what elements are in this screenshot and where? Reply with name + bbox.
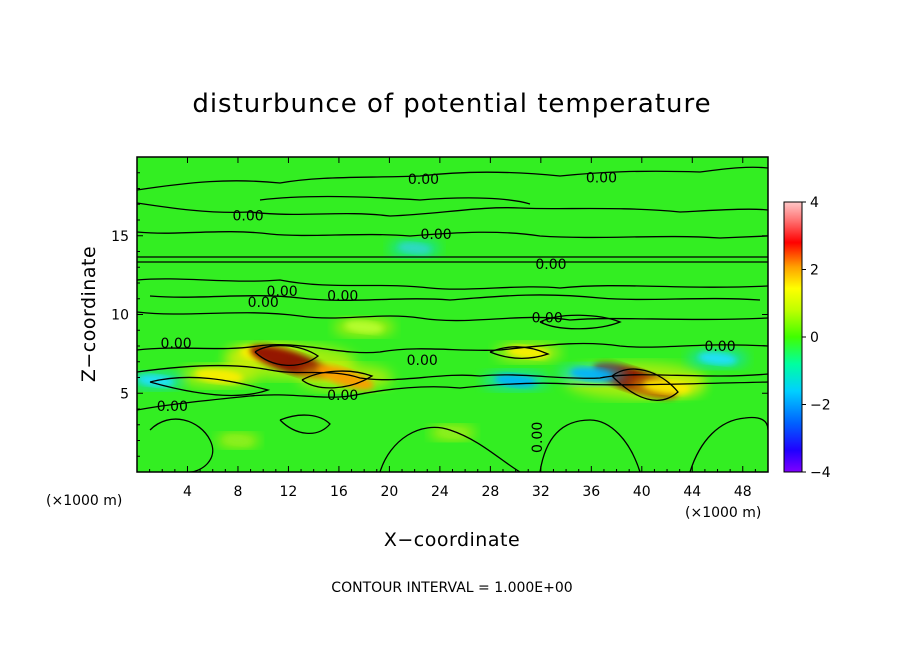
contour-line: [539, 419, 641, 472]
contour-line: [279, 414, 331, 434]
colorbar-tick-label: −2: [810, 398, 831, 414]
contour-line: [137, 166, 768, 191]
anomaly-mark: [224, 435, 252, 446]
contour-line: [137, 231, 768, 239]
colorbar-tick-label: −4: [810, 465, 831, 481]
x-unit-label-right: (×1000 m): [685, 505, 761, 521]
contour-line: [611, 368, 679, 401]
x-tick-label: 12: [280, 484, 298, 500]
contour-label: 0.00: [421, 227, 452, 243]
contour-line: [149, 376, 271, 397]
anomaly-mark: [345, 320, 384, 334]
colorbar-gradient: [783, 201, 803, 473]
contour-label: 0.00: [157, 399, 188, 415]
anomaly-mark: [438, 427, 467, 438]
x-unit-label-left: (×1000 m): [46, 493, 122, 509]
contour-line: [149, 294, 761, 301]
y-tick-label: 15: [111, 229, 129, 245]
x-axis: 4 8 12 16 20 24 28 32 36 40 44 48: [149, 157, 756, 500]
contour-line: [539, 314, 622, 330]
contour-line: [301, 370, 374, 389]
contour-interval-note: CONTOUR INTERVAL = 1.000E+00: [331, 580, 572, 596]
colorbar-ticks: 4 2 0 −2 −4: [802, 195, 831, 481]
contour-line: [254, 344, 320, 367]
chart-title: disturbunce of potential temperature: [192, 89, 711, 119]
contour-line: [259, 195, 531, 205]
contour-label: 0.00: [267, 284, 298, 300]
anomaly-mark: [643, 379, 691, 395]
contour-label: 0.00: [586, 170, 617, 186]
y-tick-label: 10: [111, 308, 129, 324]
contour-label: 0.00: [532, 311, 563, 327]
contour-line: [137, 342, 768, 354]
plot-background: [137, 157, 768, 472]
x-tick-label: 44: [683, 484, 701, 500]
x-axis-label: X−coordinate: [384, 529, 520, 551]
contour-label: 0.00: [327, 289, 358, 305]
colorbar-tick-label: 4: [810, 195, 819, 211]
x-tick-label: 4: [183, 484, 192, 500]
contour-label: 0.00: [248, 295, 279, 311]
contour-label: 0.00: [408, 172, 439, 188]
contour-label: 0.00: [327, 388, 358, 404]
contour-label-layer: 0.00 0.000.000.000.000.000.00 0.000.000.00…: [157, 170, 736, 452]
anomaly-mark: [194, 368, 244, 384]
contour-line: [149, 418, 214, 472]
x-tick-label: 48: [734, 484, 752, 500]
colorbar-tick-label: 0: [810, 330, 819, 346]
contour-line: [137, 311, 768, 322]
y-tick-label: 5: [120, 386, 129, 402]
x-tick-label: 28: [481, 484, 499, 500]
contour-line: [137, 202, 768, 217]
anomaly-mark: [398, 242, 431, 254]
x-tick-label: 24: [431, 484, 449, 500]
contour-label: 0.00: [704, 339, 735, 355]
contour-line: [137, 278, 768, 290]
anomaly-mark: [698, 352, 737, 365]
contour-label: 0.00: [161, 336, 192, 352]
y-axis: 5 10 15: [111, 172, 768, 457]
x-tick-label: 32: [532, 484, 550, 500]
x-tick-label: 40: [633, 484, 651, 500]
colorbar: 4 2 0 −2 −4: [783, 195, 831, 481]
y-axis-label: Z−coordinate: [78, 246, 100, 382]
plot-area: 0.00 0.000.000.000.000.000.00 0.000.000.00…: [136, 156, 769, 473]
colorbar-tick-label: 2: [810, 263, 819, 279]
x-tick-label: 16: [330, 484, 348, 500]
contour-line: [379, 426, 521, 472]
anomaly-layer: [137, 239, 748, 449]
contour-line: [137, 364, 768, 381]
contour-label: 0.00: [530, 422, 546, 453]
contour-line: [137, 381, 768, 411]
contour-line: [489, 346, 550, 359]
x-tick-label: 36: [582, 484, 600, 500]
contour-lines: [137, 166, 768, 472]
x-tick-label: 20: [380, 484, 398, 500]
contour-label: 0.00: [407, 353, 438, 369]
anomaly-mark: [507, 345, 549, 360]
contour-label: 0.00: [535, 257, 566, 273]
x-tick-label: 8: [233, 484, 242, 500]
contour-line: [689, 416, 768, 472]
contour-label: 0.00: [232, 208, 263, 224]
